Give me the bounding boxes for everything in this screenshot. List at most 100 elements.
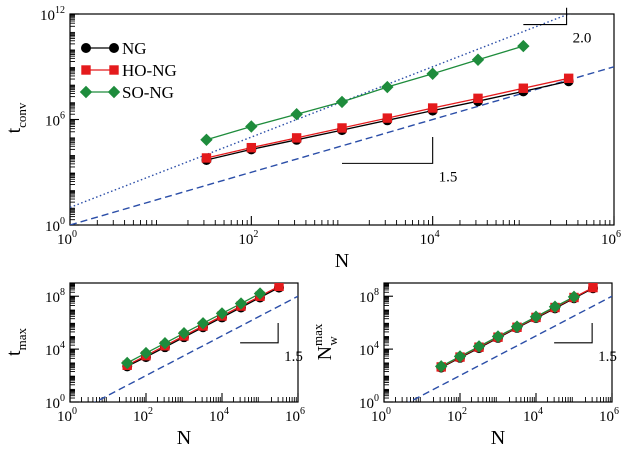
reference-line-dashed [93,295,298,402]
y-tick-label: 100 [45,393,65,412]
x-tick-exp: 0 [386,406,391,417]
data-point-so-ng [234,297,248,310]
series-group [200,39,574,165]
minor-ticks [70,283,297,402]
x-axis-label: N [177,427,191,449]
x-tick-label: 106 [601,229,621,248]
series-group [120,283,284,372]
y-axis-label-main: N [314,346,336,360]
x-tick-base: 10 [371,409,386,425]
y-tick-label: 100 [45,216,65,235]
y-tick-base: 10 [45,396,60,412]
slope-triangle [240,322,279,344]
data-point-so-ng [529,310,543,323]
x-tick-base: 10 [599,409,614,425]
x-tick-base: 10 [285,409,300,425]
x-tick-base: 10 [133,409,148,425]
data-point-so-ng [548,300,562,313]
x-tick-exp: 4 [224,406,229,417]
data-point-so-ng [491,330,505,343]
x-tick-base: 10 [523,409,538,425]
slope-triangle [523,7,568,26]
x-tick-base: 10 [601,232,616,248]
y-tick-label: 108 [45,287,65,306]
y-tick-exp: 0 [60,393,65,404]
x-tick-label: 100 [371,406,391,425]
x-tick-label: 104 [209,406,229,425]
x-tick-base: 10 [57,232,72,248]
data-point-ho-ng [201,153,212,163]
data-point-ho-ng [337,123,347,133]
data-point-so-ng [471,53,485,66]
legend-label: NG [122,39,147,58]
x-tick-exp: 0 [72,406,77,417]
series-group [434,283,598,373]
legend-label: HO-NG [122,61,177,80]
y-axis-label: tmax [3,328,29,356]
x-tick-base: 10 [238,232,253,248]
y-tick-base: 10 [45,219,60,235]
data-point-so-ng [177,326,191,340]
slope-label: 1.5 [284,349,303,365]
x-tick-label: 104 [523,406,543,425]
slope-label: 1.5 [598,349,617,365]
reference-line-dotted [70,14,571,209]
y-tick-label: 104 [359,340,379,359]
slope-label: 2.0 [573,31,592,47]
series-line-so-ng [206,45,524,141]
slope-label: 1.5 [439,169,458,185]
data-point-so-ng [426,67,439,80]
data-point-so-ng [139,346,153,360]
reference-line-dashed [407,295,612,402]
y-tick-base: 10 [359,343,374,359]
minor-ticks [384,283,611,402]
y-tick-exp: 4 [374,340,379,351]
legend: NG HO-NG SO-NG [79,39,177,102]
data-point-so-ng [381,80,394,94]
y-tick-exp: 0 [374,393,379,404]
y-tick-exp: 6 [60,111,65,122]
y-axis-label-main: t [3,350,25,356]
data-point-so-ng [567,290,581,304]
x-tick-exp: 4 [538,406,543,417]
y-tick-base: 10 [359,290,374,306]
y-tick-base: 10 [45,343,60,359]
x-tick-exp: 0 [72,229,77,240]
minor-ticks [70,14,611,225]
y-tick-exp: 8 [374,287,379,298]
reference-lines [93,295,298,402]
x-tick-exp: 2 [462,406,467,417]
data-point-so-ng [120,356,134,370]
data-point-so-ng [472,340,486,353]
x-tick-label: 106 [599,406,619,425]
data-point-so-ng [158,336,172,350]
x-tick-label: 106 [285,406,305,425]
legend-marker [79,85,93,99]
x-tick-label: 100 [57,406,77,425]
x-tick-exp: 6 [300,406,305,417]
x-tick-exp: 2 [148,406,153,417]
data-point-ho-ng [382,113,393,123]
legend-label: SO-NG [122,83,174,102]
y-tick-label: 106 [45,111,65,130]
data-point-so-ng [434,360,448,373]
y-axis-label-sup: max [310,323,325,346]
y-axis-label-sub: conv [14,102,29,128]
x-tick-label: 102 [447,406,467,425]
y-tick-base: 10 [359,396,374,412]
y-axis-label: tconv [3,102,29,133]
x-tick-base: 10 [209,409,224,425]
y-tick-base: 10 [45,290,60,306]
legend-marker [109,65,119,75]
data-point-so-ng [335,95,349,109]
data-point-ho-ng [588,283,598,293]
x-tick-base: 10 [447,409,462,425]
data-point-so-ng [200,133,213,147]
y-axis-label-main: t [3,127,25,133]
x-tick-label: 100 [57,229,77,248]
data-point-ho-ng [473,93,483,104]
data-point-ho-ng [518,83,529,93]
data-point-so-ng [215,307,229,320]
